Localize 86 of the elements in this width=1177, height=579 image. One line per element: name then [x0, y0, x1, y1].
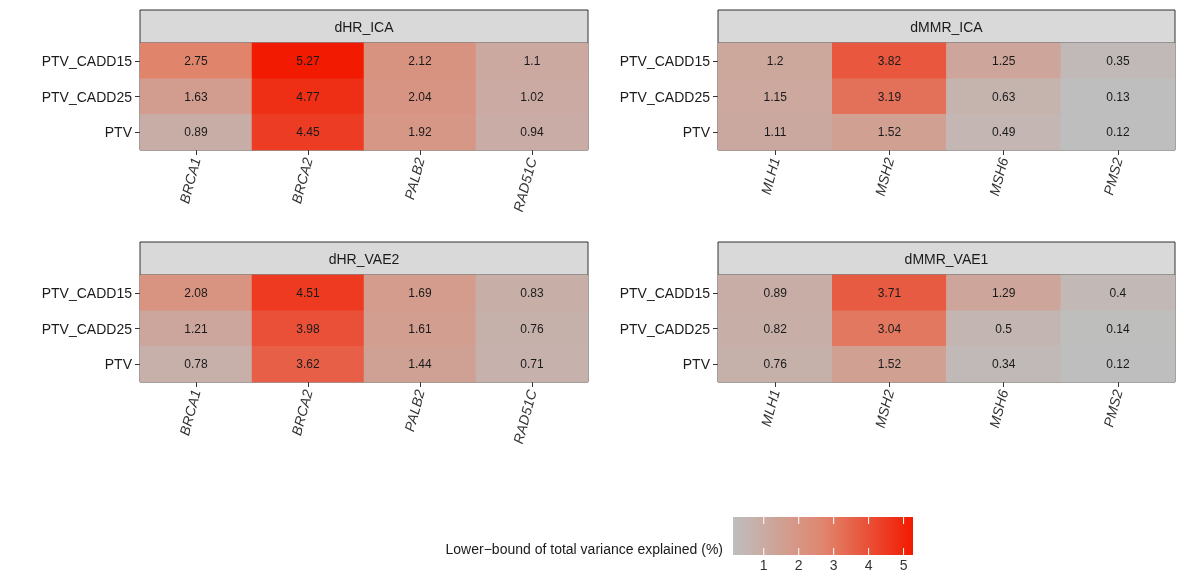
x-tick-label: RAD51C	[509, 387, 540, 446]
data-label: 4.77	[296, 89, 320, 104]
x-tick-label: BRCA2	[288, 387, 316, 438]
data-label: 1.21	[184, 321, 208, 336]
data-label: 1.92	[408, 125, 432, 140]
color-bar-label: 2	[794, 557, 803, 573]
data-label: 0.89	[184, 125, 208, 140]
color-bar-label: 5	[899, 557, 908, 573]
data-label: 0.82	[763, 321, 788, 336]
data-label: 0.5	[995, 321, 1013, 336]
data-label: 0.34	[991, 357, 1016, 372]
chart-title: dHR_ICA	[334, 19, 395, 35]
color-bar-label: 1	[759, 557, 768, 573]
data-label: 0.12	[1106, 357, 1130, 372]
x-tick-label: PALB2	[401, 155, 428, 202]
data-label: 3.62	[296, 357, 320, 372]
x-tick-label: PALB2	[401, 387, 428, 434]
color-bar-label: 3	[829, 557, 838, 573]
x-tick-label: MLH1	[757, 387, 783, 429]
data-label: 1.29	[991, 285, 1016, 300]
data-label: 3.19	[877, 89, 902, 104]
data-label: 1.15	[763, 89, 788, 104]
y-tick-label: PTV_CADD15	[619, 284, 711, 301]
y-tick-label: PTV	[682, 124, 711, 141]
x-tick-label: PMS2	[1100, 387, 1126, 429]
data-label: 3.71	[877, 285, 902, 300]
data-label: 1.44	[408, 357, 432, 372]
data-label: 1.1	[523, 53, 541, 68]
data-label: 1.61	[408, 321, 432, 336]
data-label: 3.04	[877, 321, 902, 336]
x-tick-label: MSH6	[985, 387, 1012, 430]
x-tick-label: MSH6	[985, 155, 1012, 198]
y-tick-label: PTV_CADD15	[41, 52, 133, 69]
x-tick-label: MSH2	[871, 155, 898, 198]
data-label: 0.12	[1106, 125, 1130, 140]
x-tick-label: BRCA1	[176, 387, 204, 438]
data-label: 2.75	[184, 53, 208, 68]
data-label: 1.52	[877, 125, 902, 140]
data-label: 1.69	[408, 285, 432, 300]
data-label: 1.52	[877, 357, 902, 372]
x-tick-label: MSH2	[871, 387, 898, 430]
data-label: 0.89	[763, 285, 788, 300]
x-tick-label: RAD51C	[509, 155, 540, 214]
x-tick-label: BRCA1	[176, 155, 204, 206]
y-tick-label: PTV	[104, 124, 133, 141]
data-label: 2.12	[408, 53, 432, 68]
y-tick-label: PTV_CADD25	[619, 320, 711, 337]
y-tick-label: PTV	[104, 356, 133, 373]
data-label: 2.08	[184, 285, 208, 300]
data-label: 0.76	[763, 357, 788, 372]
data-label: 0.76	[520, 321, 544, 336]
data-label: 1.02	[520, 89, 544, 104]
data-label: 4.45	[296, 125, 320, 140]
data-label: 1.2	[766, 53, 784, 68]
chart-title: dMMR_ICA	[910, 19, 984, 35]
data-label: 0.78	[184, 357, 208, 372]
data-label: 4.51	[296, 285, 320, 300]
x-tick-label: PMS2	[1100, 155, 1126, 197]
data-label: 0.35	[1106, 53, 1130, 68]
data-label: 0.4	[1109, 285, 1127, 300]
data-label: 0.49	[991, 125, 1016, 140]
data-label: 5.27	[296, 53, 320, 68]
y-tick-label: PTV_CADD15	[41, 284, 133, 301]
data-label: 3.98	[296, 321, 320, 336]
y-tick-label: PTV_CADD25	[41, 320, 133, 337]
data-label: 3.82	[877, 53, 902, 68]
data-label: 0.13	[1106, 89, 1130, 104]
y-tick-label: PTV_CADD25	[41, 88, 133, 105]
data-label: 0.63	[991, 89, 1016, 104]
x-tick-label: MLH1	[757, 155, 783, 197]
y-tick-label: PTV_CADD15	[619, 52, 711, 69]
color-bar-title: Lower−bound of total variance explained (%)	[445, 541, 723, 557]
data-label: 0.94	[520, 125, 544, 140]
color-bar-label: 4	[864, 557, 873, 573]
chart-title: dHR_VAE2	[328, 251, 400, 267]
y-tick-label: PTV	[682, 356, 711, 373]
data-label: 1.25	[991, 53, 1016, 68]
data-label: 1.11	[763, 125, 787, 140]
chart-title: dMMR_VAE1	[904, 251, 989, 267]
data-label: 0.71	[520, 357, 544, 372]
data-label: 0.14	[1106, 321, 1130, 336]
data-label: 0.83	[520, 285, 544, 300]
data-label: 1.63	[184, 89, 208, 104]
data-label: 2.04	[408, 89, 432, 104]
y-tick-label: PTV_CADD25	[619, 88, 711, 105]
x-tick-label: BRCA2	[288, 155, 316, 206]
